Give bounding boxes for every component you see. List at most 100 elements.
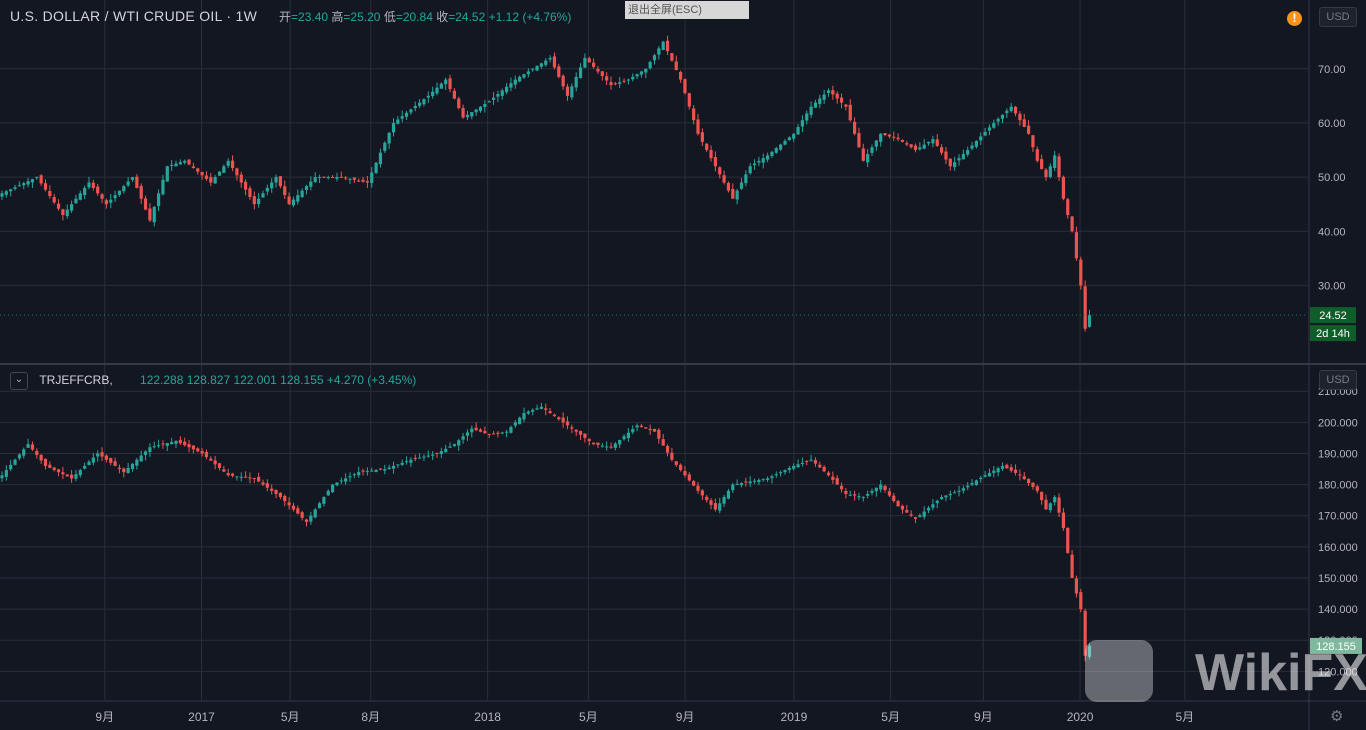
crb-pane-candle xyxy=(944,495,948,498)
watermark-logo: WikiFX xyxy=(1195,644,1366,702)
crb-pane-candle xyxy=(748,481,752,484)
oil-pane-candle xyxy=(796,126,800,135)
crb-pane-candle xyxy=(487,433,491,435)
exit-fullscreen-button[interactable]: 退出全屏(ESC) xyxy=(625,1,749,19)
oil-pane-candle xyxy=(761,158,765,163)
oil-pane-candle xyxy=(600,71,604,76)
crb-pane-candle xyxy=(35,450,39,456)
crb-pane-candle xyxy=(818,464,822,468)
oil-pane-candle xyxy=(731,188,735,199)
crb-pane-candle xyxy=(161,443,165,445)
oil-pane-candle xyxy=(1035,149,1039,161)
crb-pane-candle xyxy=(652,429,657,432)
oil-pane-candle xyxy=(670,53,674,61)
crb-pane-candle xyxy=(926,507,931,511)
crb-pane-candle xyxy=(635,425,639,428)
open-key: 开 xyxy=(279,10,292,24)
oil-pane-candle xyxy=(261,193,265,198)
oil-pane-candle xyxy=(652,55,657,61)
crb-pane-candle xyxy=(457,440,461,446)
crb-pane-candle xyxy=(196,448,200,452)
oil-pane-candle xyxy=(383,142,387,151)
crb-pane-candle xyxy=(561,417,565,423)
crb-pane-candle xyxy=(996,468,1000,473)
oil-pane-candle xyxy=(270,182,274,189)
pane2-symbol[interactable]: TRJEFFCRB, xyxy=(39,373,113,388)
oil-pane-tick-label: 40.00 xyxy=(1318,226,1346,238)
crb-pane-candle xyxy=(526,411,530,414)
crb-pane-candle xyxy=(935,500,939,504)
oil-pane-candle xyxy=(587,58,591,63)
oil-pane-candle xyxy=(1009,106,1013,112)
crb-pane-candle xyxy=(213,460,217,465)
oil-pane-candle xyxy=(744,174,748,184)
oil-pane-candle xyxy=(278,176,282,187)
crb-pane-candle xyxy=(896,501,900,507)
currency-label-bottom[interactable]: USD xyxy=(1319,370,1357,390)
oil-pane-candle xyxy=(1005,110,1009,114)
x-axis-label: 2020 xyxy=(1067,710,1094,724)
currency-label-top[interactable]: USD xyxy=(1319,7,1357,27)
oil-pane-candle xyxy=(931,139,935,144)
oil-pane-candle xyxy=(109,199,113,203)
crb-pane-candle xyxy=(774,474,778,476)
oil-pane-candle xyxy=(130,177,135,180)
oil-pane-candle xyxy=(544,60,548,65)
crb-pane-candle xyxy=(331,484,335,493)
crb-pane-candle xyxy=(244,476,248,478)
oil-pane-tick-label: 70.00 xyxy=(1318,64,1346,76)
crb-pane-candle xyxy=(979,477,983,480)
crb-pane-candle xyxy=(826,472,831,476)
crb-pane-candle xyxy=(126,467,130,474)
symbol-title[interactable]: U.S. DOLLAR / WTI CRUDE OIL · 1W xyxy=(10,8,258,24)
oil-pane-candle xyxy=(35,177,39,179)
crb-pane-candle xyxy=(400,462,404,465)
crb-pane-candle xyxy=(1048,503,1052,511)
crb-pane-candle xyxy=(157,445,161,447)
oil-pane-candle xyxy=(822,94,826,100)
oil-pane-candle xyxy=(909,144,913,148)
gear-icon[interactable]: ⚙ xyxy=(1330,708,1344,725)
crb-pane-candle xyxy=(966,485,970,488)
crb-pane-candle xyxy=(687,474,691,481)
oil-pane-candle xyxy=(309,181,313,187)
crb-pane-candle xyxy=(509,427,513,433)
crb-pane-candle xyxy=(670,452,674,460)
crb-pane-candle xyxy=(739,483,744,486)
oil-pane-candle xyxy=(70,204,74,211)
low-value: =20.84 xyxy=(395,10,433,24)
oil-pane-candle xyxy=(1087,315,1092,327)
oil-pane-candle xyxy=(300,190,304,197)
crb-pane-candle xyxy=(535,408,539,410)
oil-pane-candle xyxy=(374,162,378,173)
oil-pane-candle xyxy=(578,67,583,79)
crb-pane-candle xyxy=(104,455,108,460)
oil-pane-candle xyxy=(265,187,269,192)
oil-pane-candle xyxy=(113,195,117,199)
oil-pane-candle xyxy=(391,122,396,133)
crb-pane-tick-label: 190.000 xyxy=(1318,448,1358,460)
crb-pane-candle xyxy=(674,461,678,465)
oil-pane-candle xyxy=(174,163,178,167)
crb-pane-candle xyxy=(783,470,787,473)
crb-pane-candle xyxy=(613,443,617,448)
oil-pane-candle xyxy=(387,132,391,144)
oil-pane-candle xyxy=(283,186,287,196)
chevron-down-icon[interactable]: ⌄ xyxy=(10,372,28,390)
crb-pane-candle xyxy=(270,488,274,491)
oil-pane-candle xyxy=(17,185,21,187)
crb-pane-tick-label: 200.000 xyxy=(1318,417,1358,429)
crb-pane-candle xyxy=(283,495,287,502)
crb-pane-candle xyxy=(261,482,265,485)
oil-pane-candle xyxy=(252,196,256,205)
oil-pane-candle xyxy=(935,139,939,146)
crb-pane-candle xyxy=(226,473,230,476)
alert-icon[interactable]: ! xyxy=(1287,11,1302,26)
oil-pane-candle xyxy=(1040,159,1044,169)
crb-pane-candle xyxy=(339,480,343,482)
crb-pane-candle xyxy=(522,413,526,420)
crb-pane-candle xyxy=(1018,474,1022,476)
crb-pane-candle xyxy=(883,485,887,491)
oil-pane-candle xyxy=(726,182,731,191)
